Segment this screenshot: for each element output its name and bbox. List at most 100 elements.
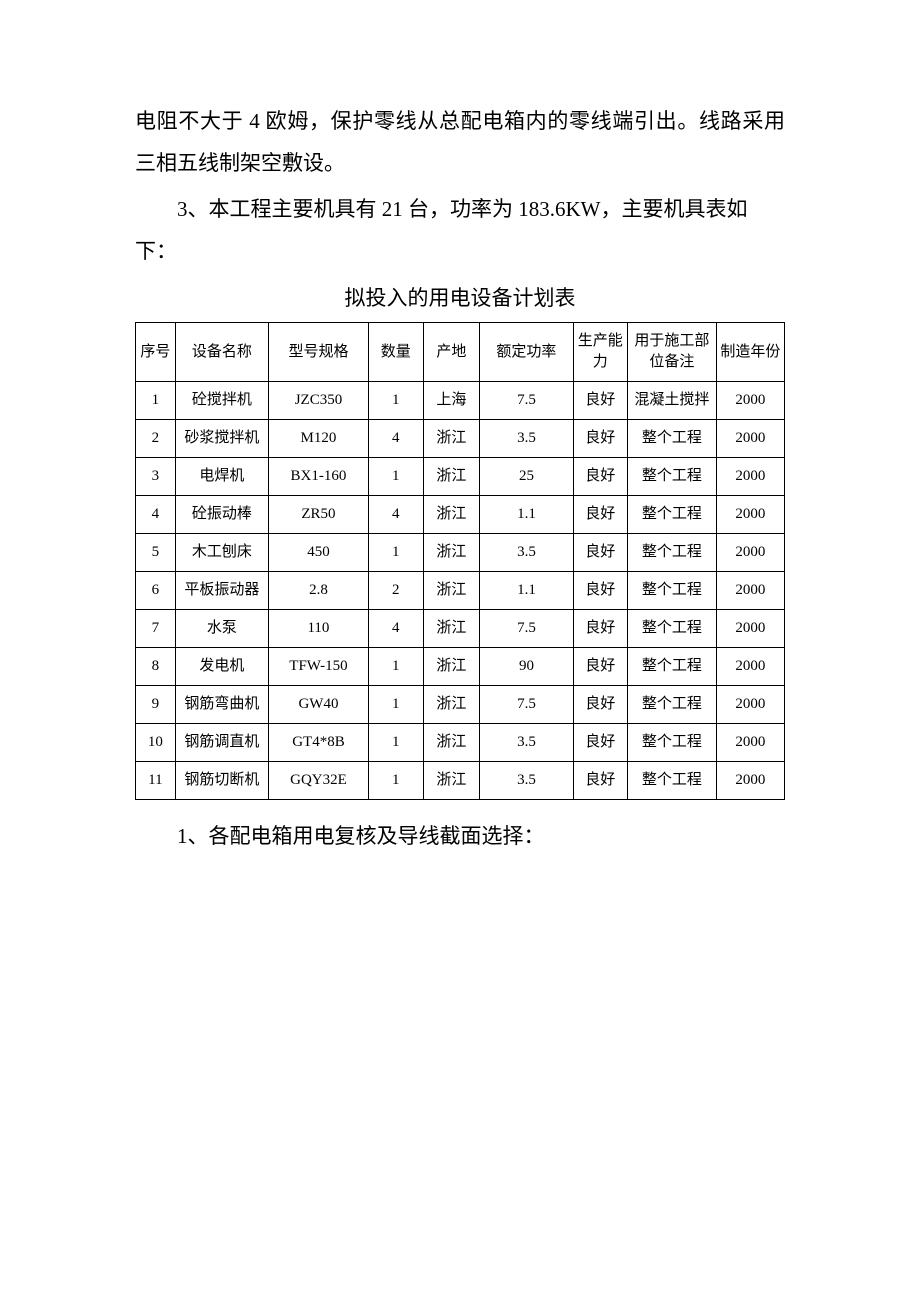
cell-qty: 1 [368, 686, 423, 724]
cell-name: 钢筋调直机 [175, 724, 268, 762]
cell-no: 3 [136, 458, 176, 496]
cell-model: 2.8 [268, 572, 368, 610]
cell-model: 450 [268, 534, 368, 572]
cell-year: 2000 [716, 762, 784, 800]
cell-year: 2000 [716, 686, 784, 724]
cell-usage: 整个工程 [628, 496, 717, 534]
cell-no: 4 [136, 496, 176, 534]
cell-year: 2000 [716, 534, 784, 572]
cell-qty: 2 [368, 572, 423, 610]
cell-qty: 1 [368, 382, 423, 420]
footer-paragraph: 1、各配电箱用电复核及导线截面选择： [135, 815, 785, 857]
table-row: 4砼振动棒ZR504浙江1.1良好整个工程2000 [136, 496, 785, 534]
cell-no: 9 [136, 686, 176, 724]
cell-usage: 整个工程 [628, 648, 717, 686]
cell-year: 2000 [716, 610, 784, 648]
cell-power: 3.5 [480, 534, 573, 572]
table-body: 1砼搅拌机JZC3501上海7.5良好混凝土搅拌20002砂浆搅拌机M1204浙… [136, 382, 785, 800]
cell-origin: 浙江 [423, 686, 480, 724]
cell-power: 3.5 [480, 724, 573, 762]
cell-origin: 浙江 [423, 648, 480, 686]
cell-usage: 整个工程 [628, 534, 717, 572]
table-row: 11钢筋切断机GQY32E1浙江3.5良好整个工程2000 [136, 762, 785, 800]
cell-model: GW40 [268, 686, 368, 724]
cell-model: 110 [268, 610, 368, 648]
body-paragraph-1: 电阻不大于 4 欧姆，保护零线从总配电箱内的零线端引出。线路采用三相五线制架空敷… [135, 100, 785, 184]
table-row: 3电焊机BX1-1601浙江25良好整个工程2000 [136, 458, 785, 496]
cell-origin: 上海 [423, 382, 480, 420]
cell-no: 11 [136, 762, 176, 800]
table-row: 5木工刨床4501浙江3.5良好整个工程2000 [136, 534, 785, 572]
header-model: 型号规格 [268, 323, 368, 382]
cell-no: 10 [136, 724, 176, 762]
cell-power: 7.5 [480, 610, 573, 648]
cell-qty: 1 [368, 458, 423, 496]
cell-year: 2000 [716, 572, 784, 610]
cell-power: 25 [480, 458, 573, 496]
cell-year: 2000 [716, 724, 784, 762]
cell-capacity: 良好 [573, 496, 628, 534]
table-row: 6平板振动器2.82浙江1.1良好整个工程2000 [136, 572, 785, 610]
cell-name: 砼振动棒 [175, 496, 268, 534]
cell-power: 7.5 [480, 382, 573, 420]
cell-no: 1 [136, 382, 176, 420]
cell-name: 水泵 [175, 610, 268, 648]
table-row: 10钢筋调直机GT4*8B1浙江3.5良好整个工程2000 [136, 724, 785, 762]
cell-qty: 4 [368, 420, 423, 458]
body-paragraph-2a: 3、本工程主要机具有 21 台，功率为 183.6KW，主要机具表如 [135, 188, 785, 230]
header-usage: 用于施工部位备注 [628, 323, 717, 382]
cell-power: 90 [480, 648, 573, 686]
cell-capacity: 良好 [573, 610, 628, 648]
header-no: 序号 [136, 323, 176, 382]
cell-no: 8 [136, 648, 176, 686]
cell-name: 平板振动器 [175, 572, 268, 610]
cell-capacity: 良好 [573, 458, 628, 496]
cell-year: 2000 [716, 496, 784, 534]
cell-model: M120 [268, 420, 368, 458]
cell-no: 6 [136, 572, 176, 610]
table-row: 2砂浆搅拌机M1204浙江3.5良好整个工程2000 [136, 420, 785, 458]
cell-capacity: 良好 [573, 648, 628, 686]
cell-name: 钢筋弯曲机 [175, 686, 268, 724]
body-paragraph-2b: 下： [135, 230, 785, 272]
cell-no: 5 [136, 534, 176, 572]
cell-name: 木工刨床 [175, 534, 268, 572]
header-capacity: 生产能力 [573, 323, 628, 382]
cell-capacity: 良好 [573, 572, 628, 610]
header-power: 额定功率 [480, 323, 573, 382]
cell-capacity: 良好 [573, 420, 628, 458]
cell-usage: 整个工程 [628, 572, 717, 610]
cell-model: ZR50 [268, 496, 368, 534]
cell-origin: 浙江 [423, 458, 480, 496]
cell-power: 1.1 [480, 572, 573, 610]
cell-qty: 4 [368, 610, 423, 648]
cell-usage: 整个工程 [628, 420, 717, 458]
cell-name: 发电机 [175, 648, 268, 686]
cell-power: 3.5 [480, 420, 573, 458]
table-title: 拟投入的用电设备计划表 [135, 282, 785, 312]
cell-model: TFW-150 [268, 648, 368, 686]
cell-year: 2000 [716, 648, 784, 686]
table-row: 7水泵1104浙江7.5良好整个工程2000 [136, 610, 785, 648]
cell-no: 2 [136, 420, 176, 458]
cell-usage: 混凝土搅拌 [628, 382, 717, 420]
table-header-row: 序号 设备名称 型号规格 数量 产地 额定功率 生产能力 用于施工部位备注 制造… [136, 323, 785, 382]
cell-origin: 浙江 [423, 534, 480, 572]
cell-capacity: 良好 [573, 724, 628, 762]
table-row: 9钢筋弯曲机GW401浙江7.5良好整个工程2000 [136, 686, 785, 724]
table-row: 1砼搅拌机JZC3501上海7.5良好混凝土搅拌2000 [136, 382, 785, 420]
cell-name: 电焊机 [175, 458, 268, 496]
cell-qty: 1 [368, 648, 423, 686]
table-row: 8发电机TFW-1501浙江90良好整个工程2000 [136, 648, 785, 686]
cell-power: 7.5 [480, 686, 573, 724]
cell-model: GQY32E [268, 762, 368, 800]
cell-qty: 1 [368, 724, 423, 762]
header-origin: 产地 [423, 323, 480, 382]
cell-capacity: 良好 [573, 686, 628, 724]
cell-power: 1.1 [480, 496, 573, 534]
cell-origin: 浙江 [423, 572, 480, 610]
cell-model: JZC350 [268, 382, 368, 420]
cell-qty: 1 [368, 762, 423, 800]
cell-no: 7 [136, 610, 176, 648]
cell-qty: 1 [368, 534, 423, 572]
